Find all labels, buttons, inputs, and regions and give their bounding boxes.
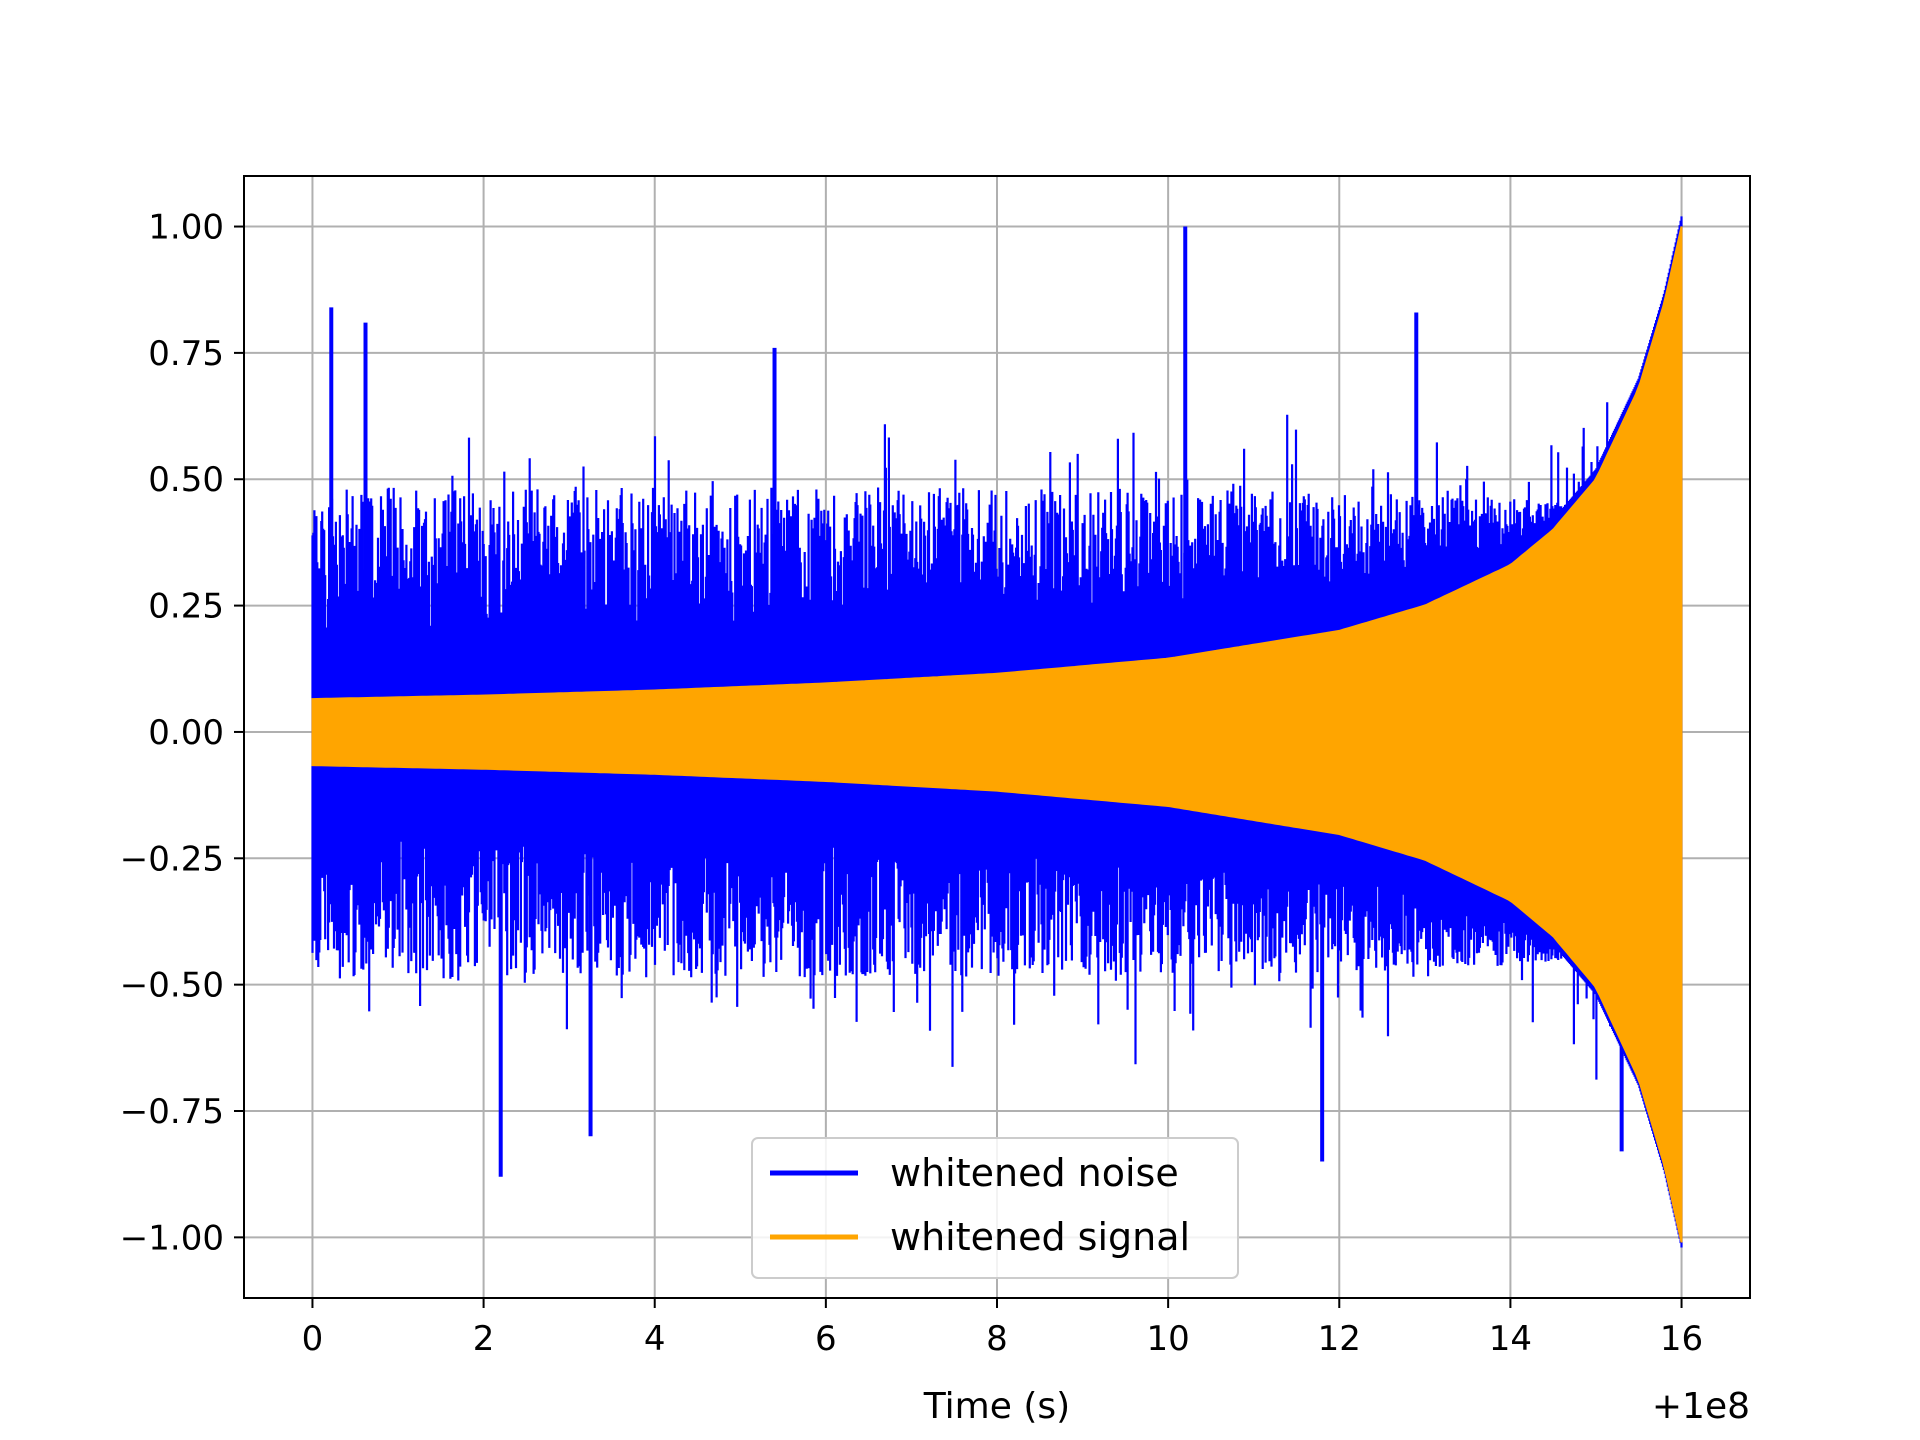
y-tick-label: −0.75 bbox=[120, 1092, 224, 1132]
x-tick-label: 16 bbox=[1660, 1319, 1703, 1359]
x-tick-label: 10 bbox=[1147, 1319, 1190, 1359]
x-tick-label: 12 bbox=[1318, 1319, 1361, 1359]
x-tick-label: 4 bbox=[644, 1319, 666, 1359]
y-tick-label: 1.00 bbox=[148, 208, 224, 248]
y-tick-label: 0.25 bbox=[148, 587, 224, 627]
y-tick-label: −1.00 bbox=[120, 1218, 224, 1258]
x-tick-label: 8 bbox=[986, 1319, 1008, 1359]
x-offset-label: +1e8 bbox=[1652, 1386, 1750, 1427]
y-ticks: 1.00 0.75 0.50 0.25 0.00 −0.25 −0.50 −0.75 −1.00 bbox=[120, 208, 244, 1258]
x-tick-label: 6 bbox=[815, 1319, 837, 1359]
legend: whitened noise whitened signal bbox=[751, 1137, 1239, 1279]
x-axis-label: Time (s) bbox=[923, 1386, 1070, 1427]
x-tick-label: 0 bbox=[302, 1319, 324, 1359]
x-tick-label: 14 bbox=[1489, 1319, 1532, 1359]
plot-series bbox=[311, 216, 1683, 1248]
x-tick-label: 2 bbox=[473, 1319, 495, 1359]
y-tick-label: −0.50 bbox=[120, 966, 224, 1006]
y-tick-label: −0.25 bbox=[120, 839, 224, 879]
series-whitened-signal bbox=[311, 226, 1683, 1243]
legend-label-signal: whitened signal bbox=[890, 1215, 1190, 1259]
legend-label-noise: whitened noise bbox=[890, 1151, 1179, 1195]
legend-box bbox=[751, 1137, 1239, 1279]
y-tick-label: 0.75 bbox=[148, 334, 224, 374]
x-ticks: 0 2 4 6 8 10 12 14 16 bbox=[302, 1298, 1703, 1359]
y-tick-label: 0.00 bbox=[148, 713, 224, 753]
y-tick-label: 0.50 bbox=[148, 460, 224, 500]
